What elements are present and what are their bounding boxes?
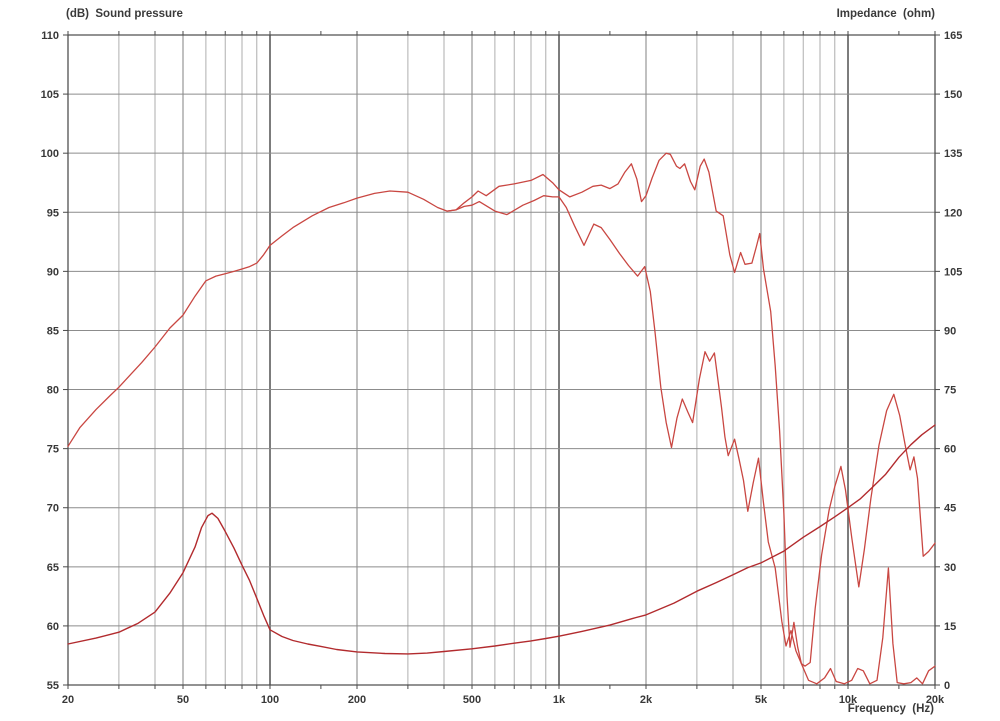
y-right-tick-label: 135: [944, 148, 962, 160]
x-tick-label: 100: [261, 694, 279, 706]
spl-off-axis-curve: [446, 195, 936, 685]
impedance-curve: [67, 424, 936, 655]
x-axis-title: Frequency (Hz): [847, 703, 934, 715]
y-right-tick-label: 90: [944, 325, 956, 337]
y-left-tick-label: 55: [47, 680, 59, 692]
y-left-tick-label: 70: [47, 503, 59, 515]
y-left-tick-label: 85: [47, 325, 59, 337]
y-left-tick-label: 80: [47, 385, 59, 397]
right-axis-title: Impedance (ohm): [836, 8, 935, 20]
y-left-tick-label: 105: [41, 89, 59, 101]
y-right-tick-label: 150: [944, 89, 962, 101]
y-left-tick-label: 65: [47, 562, 59, 574]
y-left-tick-label: 95: [47, 207, 59, 219]
x-tick-label: 5k: [755, 694, 768, 706]
y-right-tick-label: 120: [944, 207, 962, 219]
y-right-tick-label: 105: [944, 266, 962, 278]
y-right-tick-label: 30: [944, 562, 956, 574]
y-left-tick-label: 90: [47, 266, 59, 278]
left-axis-title: (dB) Sound pressure: [66, 8, 183, 20]
y-left-tick-label: 110: [41, 30, 59, 42]
y-right-tick-label: 165: [944, 30, 962, 42]
y-right-tick-label: 0: [944, 680, 950, 692]
y-right-tick-label: 45: [944, 503, 956, 515]
plot-border: [67, 34, 936, 686]
x-tick-label: 10k: [839, 694, 858, 706]
y-left-tick-label: 60: [47, 621, 59, 633]
x-tick-label: 500: [463, 694, 481, 706]
y-right-tick-label: 60: [944, 444, 956, 456]
x-tick-label: 200: [348, 694, 366, 706]
x-tick-label: 20k: [926, 694, 945, 706]
x-tick-label: 1k: [553, 694, 566, 706]
x-tick-label: 50: [177, 694, 189, 706]
x-tick-label: 20: [62, 694, 74, 706]
spl-on-axis-curve: [67, 152, 936, 667]
y-left-tick-label: 100: [41, 148, 59, 160]
y-right-tick-label: 15: [944, 621, 956, 633]
x-tick-label: 2k: [640, 694, 653, 706]
y-right-tick-label: 75: [944, 385, 956, 397]
y-left-tick-label: 75: [47, 444, 59, 456]
